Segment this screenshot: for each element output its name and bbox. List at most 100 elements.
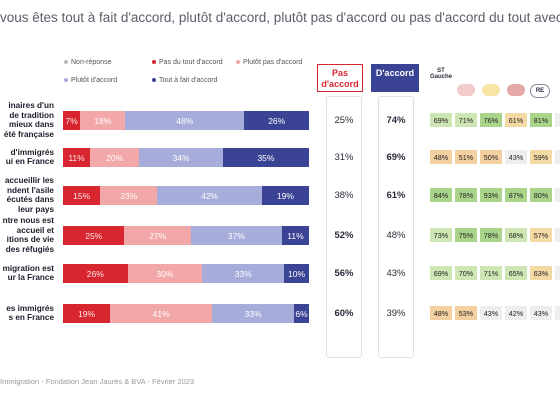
pas-accord-value: 60% <box>334 308 354 319</box>
bar-segment-non-reponse <box>60 304 63 323</box>
question-label-line: des réfugiés <box>5 244 54 254</box>
accord-value: 39% <box>386 308 406 319</box>
legend-entry: Pas du tout d'accord <box>152 59 223 66</box>
question-label-line: de tradition <box>9 110 54 120</box>
party-cell: 69% <box>430 266 452 280</box>
party-cell: 57% <box>530 228 552 242</box>
party-cell: 4 <box>555 188 560 202</box>
legend-swatch-icon <box>64 78 68 83</box>
pas-accord-value: 56% <box>334 268 354 279</box>
party-cell: 51% <box>455 150 477 164</box>
accord-value: 43% <box>386 268 406 279</box>
question-label-line: accueillir les <box>4 176 54 185</box>
party-cell: 71% <box>480 266 502 280</box>
bar-segment-plutot-pas: 41% <box>110 304 213 323</box>
bar-segment-pas-du-tout: 15% <box>62 186 101 205</box>
stacked-bar: 26% 30% 33% 10% <box>60 264 309 283</box>
party-cell: 3 <box>555 266 560 280</box>
question-label-line: d'immigrés <box>10 147 54 157</box>
bar-segment-non-reponse <box>60 226 63 245</box>
pas-accord-value: 31% <box>334 152 354 163</box>
accord-value: 61% <box>386 190 406 201</box>
bar-segment-plutot-pas: 30% <box>127 264 203 283</box>
question-label-line: ur la France <box>7 273 54 282</box>
party-header-re: RE <box>530 84 550 98</box>
legend-label: Plutôt d'accord <box>71 77 118 84</box>
party-cell: 43% <box>530 306 552 320</box>
party-cell: 48% <box>430 306 452 320</box>
question-label-line: mieux dans <box>8 120 54 129</box>
bar-segment-plutot-pas: 18% <box>80 111 126 130</box>
question-label-line: migration est <box>2 263 54 273</box>
bar-segment-plutot: 33% <box>212 304 295 323</box>
party-cell: 69% <box>430 113 452 127</box>
party-cell: 59% <box>530 150 552 164</box>
question-label-line: leur pays <box>18 204 54 214</box>
legend-swatch-icon <box>236 60 240 65</box>
legend-entry: Plutôt pas d'accord <box>236 59 302 66</box>
party-logo-icon <box>482 84 500 96</box>
question-label-line: inaires d'un <box>8 101 54 110</box>
legend-label: Tout à fait d'accord <box>159 77 218 84</box>
party-cell: 81% <box>530 113 552 127</box>
party-cell: 84% <box>430 188 452 202</box>
party-cell: 93% <box>480 188 502 202</box>
bar-segment-plutot: 37% <box>190 226 282 245</box>
party-cell: 78% <box>480 228 502 242</box>
legend-entry: Tout à fait d'accord <box>152 77 218 84</box>
party-cell: 43% <box>505 150 527 164</box>
accord-column <box>378 96 414 358</box>
chart-title: vous êtes tout à fait d'accord, plutôt d… <box>0 10 560 25</box>
bar-segment-tout-a-fait: 10% <box>284 264 309 283</box>
party-cell: 76% <box>480 113 502 127</box>
party-cell: 70% <box>455 266 477 280</box>
header-accord: D'accord <box>371 64 419 92</box>
question-label-line: ui en France <box>5 157 54 166</box>
legend-label: Non-réponse <box>71 59 112 66</box>
pas-accord-value: 52% <box>334 230 354 241</box>
bar-segment-plutot-pas: 27% <box>124 226 191 245</box>
bar-segment-non-reponse <box>60 111 63 130</box>
bar-segment-pas-du-tout: 26% <box>62 264 128 283</box>
legend-swatch-icon <box>64 60 68 65</box>
question-label: accueillir les ndent l'asile écutés dans le… <box>0 176 54 214</box>
legend-swatch-icon <box>152 60 156 65</box>
party-cell: 73% <box>430 228 452 242</box>
bar-segment-tout-a-fait: 35% <box>222 148 309 167</box>
header-pas-accord-line: Pas <box>331 68 348 78</box>
question-label: migration est ur la France <box>0 264 54 283</box>
legend-swatch-icon <box>152 78 156 83</box>
bar-segment-tout-a-fait: 26% <box>244 111 309 130</box>
party-cell: 63% <box>530 266 552 280</box>
party-header-st-gauche: ST Gauche <box>428 68 454 100</box>
legend-entry: Plutôt d'accord <box>64 77 117 84</box>
question-label-line: es immigrés <box>6 303 54 313</box>
bar-segment-pas-du-tout: 25% <box>62 226 125 245</box>
bar-segment-non-reponse <box>60 264 63 283</box>
bar-segment-tout-a-fait: 6% <box>294 304 309 323</box>
stacked-bar: 19% 41% 33% 6% <box>60 304 309 323</box>
question-label-line: ntre nous est <box>2 216 54 225</box>
bar-segment-plutot-pas: 23% <box>100 186 158 205</box>
question-label-line: itions de vie <box>6 235 54 244</box>
accord-value: 74% <box>386 115 406 126</box>
bar-segment-pas-du-tout: 7% <box>62 111 81 130</box>
party-cell: 3 <box>555 228 560 242</box>
bar-segment-pas-du-tout: 19% <box>62 304 111 323</box>
party-cell: 75% <box>455 228 477 242</box>
stacked-bar: 25% 27% 37% 11% <box>60 226 309 245</box>
pas-accord-column <box>326 96 362 358</box>
party-cell: 68% <box>505 228 527 242</box>
party-cell: 65% <box>505 266 527 280</box>
bar-segment-non-reponse <box>60 186 63 205</box>
bar-segment-plutot: 34% <box>139 148 223 167</box>
bar-segment-plutot-pas: 20% <box>90 148 140 167</box>
bar-segment-pas-du-tout: 11% <box>62 148 91 167</box>
stacked-bar: 7% 18% 48% 26% <box>60 111 309 130</box>
bar-segment-plutot: 33% <box>202 264 285 283</box>
party-logo-icon <box>507 84 525 96</box>
party-cell: 53% <box>455 306 477 320</box>
party-cell: 80% <box>530 188 552 202</box>
party-cell: 43% <box>480 306 502 320</box>
header-pas-accord-line: d'accord <box>321 79 359 89</box>
